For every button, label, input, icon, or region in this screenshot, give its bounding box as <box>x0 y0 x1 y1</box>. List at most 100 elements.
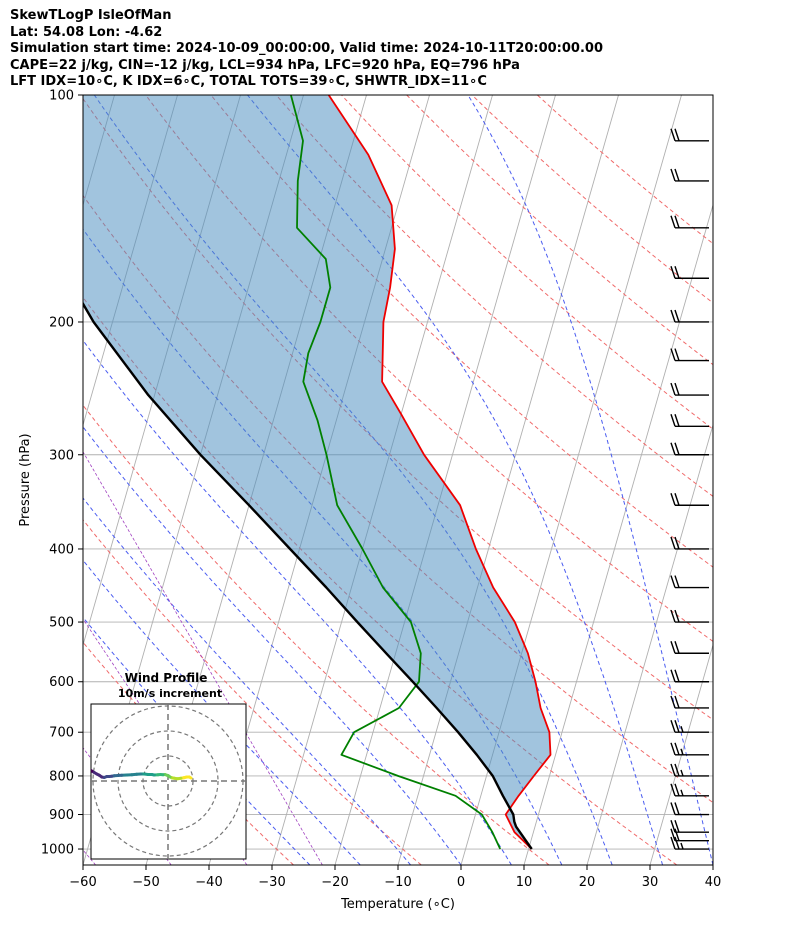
temperature-profile <box>327 95 552 850</box>
barb-flag <box>674 414 680 427</box>
dewpoint-profile <box>290 95 502 850</box>
isotherm-line <box>523 203 713 865</box>
barb-flag <box>674 575 680 588</box>
y-tick-label: 1000 <box>41 843 74 858</box>
range-ring <box>117 730 219 832</box>
x-tick-label: 30 <box>642 875 659 890</box>
dry-adiabat <box>210 95 713 568</box>
isotherm-line <box>649 643 713 865</box>
isotherm-line <box>334 95 556 865</box>
barb-flag <box>674 695 680 709</box>
wind-barb <box>670 309 709 323</box>
barb-flag <box>670 828 676 841</box>
y-tick-label: 200 <box>49 315 74 330</box>
barb-flag <box>670 695 676 709</box>
barb-flag <box>674 266 680 279</box>
wind-barb <box>670 348 709 362</box>
barb-flag <box>670 720 676 733</box>
x-tick-label: 40 <box>705 875 722 890</box>
x-tick-label: −10 <box>384 875 411 890</box>
wind-barb <box>670 783 709 797</box>
barb-flag <box>670 783 676 797</box>
barb-half-flag <box>680 726 684 733</box>
moist-adiabat <box>83 497 411 865</box>
moist-adiabat <box>83 228 563 865</box>
wind-barb <box>670 836 709 850</box>
x-tick-label: −30 <box>258 875 285 890</box>
x-tick-label: −60 <box>69 875 96 890</box>
axes: −60 −50 −40 −30 −20 −10 0 10 20 30 40 1000 900 800 700… <box>41 89 721 891</box>
barb-half-flag <box>680 789 684 797</box>
barb-flag <box>674 215 680 228</box>
barb-flag <box>674 828 680 841</box>
cape-shading <box>83 95 551 849</box>
barb-flag <box>670 128 676 141</box>
wind-barb <box>670 168 709 182</box>
y-tick-label: 900 <box>49 808 74 823</box>
y-tick-label: 500 <box>49 616 74 631</box>
wind-barb <box>670 763 709 777</box>
sounding-header: SkewTLogP IsleOfMan Lat: 54.08 Lon: -4.6… <box>10 8 603 91</box>
x-tick-label: 10 <box>516 875 533 890</box>
moist-adiabat <box>83 616 311 865</box>
barb-flag <box>670 493 676 506</box>
hodograph-segment <box>91 768 94 773</box>
wind-profile-inset: Wind Profile 10m/s increment <box>90 671 247 860</box>
barb-flag <box>670 641 676 654</box>
wind-barb <box>670 641 709 654</box>
barb-flag <box>670 168 676 182</box>
wind-barb <box>670 536 709 550</box>
barb-flag <box>674 536 680 550</box>
wind-barb <box>670 802 709 816</box>
dry-adiabat <box>341 95 713 430</box>
inset-subtitle: 10m/s increment <box>118 687 222 700</box>
wind-barb <box>670 609 709 623</box>
wind-barb <box>670 128 709 142</box>
barb-flag <box>674 669 680 682</box>
wind-barb <box>670 215 709 229</box>
barb-flag <box>674 820 680 833</box>
barb-flag <box>674 836 680 850</box>
barb-half-flag <box>680 769 684 777</box>
barb-flag <box>670 836 676 850</box>
barb-flag <box>670 742 676 756</box>
y-tick-label: 600 <box>49 675 74 690</box>
barb-half-flag <box>680 748 684 756</box>
x-axis-label: Temperature (∘C) <box>340 897 455 912</box>
dry-adiabat <box>275 95 713 498</box>
barb-flag <box>670 820 676 833</box>
moist-adiabat <box>83 559 361 865</box>
dry-adiabat <box>145 95 713 643</box>
wind-barb <box>670 820 709 833</box>
wind-barb <box>670 266 709 279</box>
barb-flag <box>674 802 680 815</box>
barb-flag <box>674 742 680 756</box>
barb-flag <box>670 309 676 323</box>
mixing-ratio-line <box>83 849 96 865</box>
barb-flag <box>670 536 676 550</box>
mixing-ratio-line <box>83 618 248 865</box>
barb-flag <box>670 763 676 777</box>
barb-flag <box>674 720 680 733</box>
barb-flag <box>670 215 676 228</box>
mixing-ratio-line <box>83 451 323 865</box>
barb-flag <box>670 669 676 682</box>
barb-flag <box>674 442 680 455</box>
parcel-profile <box>83 301 533 850</box>
simulation-times: Simulation start time: 2024-10-09_00:00:… <box>10 41 603 56</box>
location-coords: Lat: 54.08 Lon: -4.62 <box>10 24 163 40</box>
barb-half-flag <box>680 842 684 850</box>
y-tick-label: 300 <box>49 448 74 463</box>
x-tick-label: 0 <box>457 875 465 890</box>
y-axis-label: Pressure (hPa) <box>18 433 33 526</box>
wind-barb <box>670 493 709 506</box>
y-tick-label: 800 <box>49 769 74 784</box>
barb-flag <box>670 414 676 427</box>
wind-barb <box>670 382 709 396</box>
barb-flag <box>670 382 676 396</box>
wind-barb <box>670 742 709 756</box>
wind-barb <box>670 575 709 589</box>
y-tick-label: 400 <box>49 542 74 557</box>
barb-flag <box>670 575 676 588</box>
